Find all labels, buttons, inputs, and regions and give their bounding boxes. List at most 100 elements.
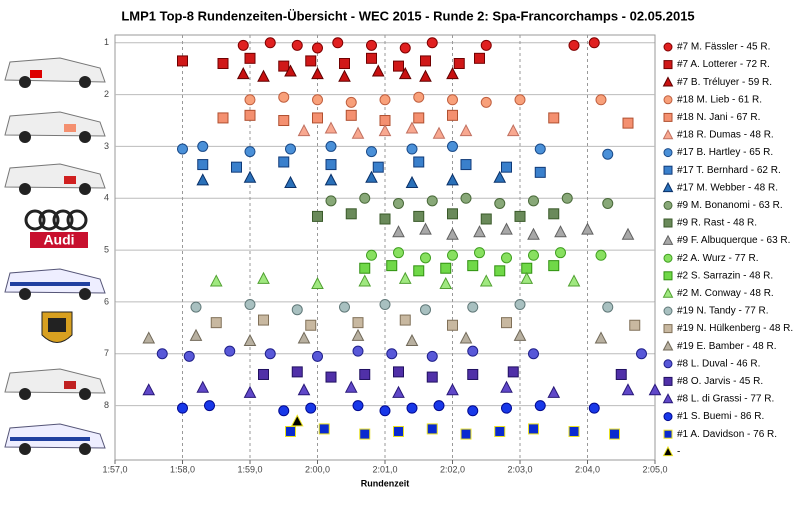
- chart-title: LMP1 Top-8 Rundenzeiten-Übersicht - WEC …: [121, 8, 694, 23]
- logo-text: Audi: [43, 232, 74, 248]
- point: [142, 331, 156, 344]
- legend-marker: [662, 287, 674, 298]
- legend-label: #1 A. Davidson - 76 R.: [677, 429, 777, 440]
- point: [243, 385, 257, 398]
- legend-label: #17 B. Hartley - 65 R.: [677, 147, 773, 158]
- y-tick-label: 3: [104, 141, 109, 151]
- point: [426, 350, 438, 362]
- legend-marker: [663, 429, 673, 439]
- car-pictures: Audi: [4, 57, 106, 455]
- point: [351, 328, 365, 341]
- car-17: [4, 163, 106, 195]
- point: [528, 348, 539, 360]
- point: [359, 192, 371, 204]
- point: [602, 301, 614, 313]
- x-tick-label: 1:57,0: [102, 464, 127, 474]
- point: [305, 55, 317, 67]
- point: [467, 405, 479, 417]
- point: [547, 385, 561, 398]
- car-7: [4, 57, 106, 88]
- point: [386, 260, 398, 272]
- point: [474, 52, 485, 64]
- point: [446, 383, 459, 396]
- point: [439, 276, 453, 290]
- point: [648, 383, 662, 396]
- point: [393, 197, 404, 209]
- point: [325, 195, 337, 207]
- point: [345, 96, 357, 108]
- porsche-crest: [41, 311, 73, 343]
- point: [312, 42, 323, 54]
- legend-marker: [663, 271, 673, 281]
- legend-label: #2 S. Sarrazin - 48 R.: [677, 270, 773, 281]
- x-tick-label: 2:02,0: [440, 464, 465, 474]
- point: [264, 348, 276, 360]
- point: [196, 380, 210, 393]
- point: [291, 304, 303, 316]
- point: [297, 331, 311, 344]
- legend-marker: [663, 376, 673, 386]
- point: [257, 271, 270, 284]
- point: [629, 319, 641, 331]
- point: [460, 159, 472, 171]
- point: [419, 222, 432, 235]
- point: [264, 37, 276, 49]
- point: [501, 252, 512, 264]
- legend-marker: [663, 112, 673, 122]
- point: [467, 345, 479, 357]
- point: [324, 121, 338, 134]
- point: [514, 94, 526, 106]
- car-2: [4, 268, 106, 300]
- point: [278, 91, 290, 103]
- point: [372, 161, 384, 173]
- legend-marker: [663, 95, 673, 105]
- point: [244, 146, 256, 158]
- point: [297, 383, 311, 396]
- point: [244, 52, 256, 64]
- x-tick-label: 1:59,0: [237, 464, 262, 474]
- point: [467, 301, 479, 313]
- point: [447, 319, 458, 331]
- point: [366, 52, 377, 64]
- legend-label: #9 F. Albuquerque - 63 R.: [677, 235, 790, 246]
- y-tick-label: 4: [104, 193, 109, 203]
- point: [312, 112, 323, 124]
- point: [567, 274, 581, 287]
- legend-label: #19 E. Bamber - 48 R.: [677, 341, 777, 352]
- point: [413, 156, 425, 168]
- point: [636, 348, 647, 360]
- point: [528, 423, 539, 435]
- point: [197, 140, 209, 152]
- point: [588, 37, 600, 49]
- point: [278, 115, 290, 127]
- point: [453, 58, 465, 70]
- point: [217, 58, 229, 70]
- point: [602, 148, 614, 160]
- point: [621, 383, 635, 396]
- point: [398, 67, 412, 80]
- legend-label: #19 N. Hülkenberg - 48 R.: [677, 323, 793, 334]
- point: [527, 227, 540, 240]
- point: [426, 37, 438, 49]
- point: [501, 402, 512, 414]
- legend-marker: [663, 148, 673, 158]
- point: [177, 402, 188, 414]
- point: [594, 331, 608, 344]
- point: [290, 414, 304, 427]
- point: [258, 314, 269, 326]
- point: [548, 260, 560, 272]
- point: [507, 366, 519, 378]
- point: [494, 197, 506, 209]
- point: [324, 173, 338, 186]
- car-1: [4, 423, 106, 455]
- point: [494, 265, 506, 277]
- point: [366, 39, 377, 51]
- point: [534, 400, 546, 412]
- point: [366, 249, 377, 261]
- point: [459, 124, 473, 137]
- point: [405, 121, 419, 134]
- x-tick-label: 2:00,0: [305, 464, 330, 474]
- point: [528, 249, 539, 261]
- legend-label: #8 L. di Grassi - 77 R.: [677, 394, 774, 405]
- audi-logo: Audi: [24, 209, 88, 248]
